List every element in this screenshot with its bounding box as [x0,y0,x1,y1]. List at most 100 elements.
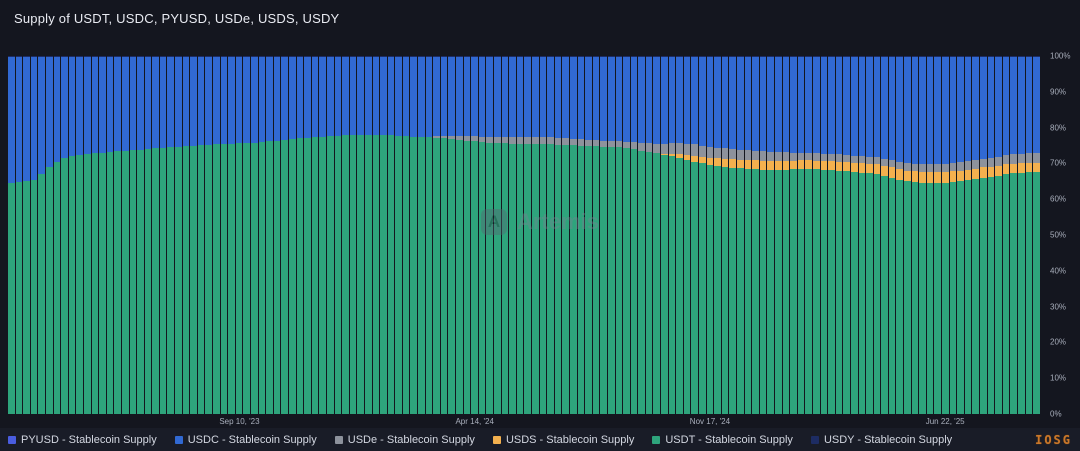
stacked-bar[interactable] [349,56,357,414]
stacked-bar[interactable] [334,56,342,414]
stacked-bar[interactable] [501,56,509,414]
stacked-bar[interactable] [812,56,820,414]
stacked-bar[interactable] [888,56,896,414]
stacked-bar[interactable] [319,56,326,414]
stacked-bar[interactable] [387,56,395,414]
stacked-bar[interactable] [554,56,562,414]
stacked-bar[interactable] [744,56,752,414]
stacked-bar[interactable] [456,56,463,414]
stacked-bar[interactable] [251,56,258,414]
legend-item-usdc[interactable]: USDC - Stablecoin Supply [174,434,317,446]
stacked-bar[interactable] [8,56,15,414]
stacked-bar[interactable] [425,56,433,414]
stacked-bar[interactable] [243,56,250,414]
stacked-bar[interactable] [600,56,607,414]
stacked-bar[interactable] [782,56,790,414]
stacked-bar[interactable] [509,56,516,414]
stacked-bar[interactable] [683,56,691,414]
legend-item-usde[interactable]: USDe - Stablecoin Supply [334,434,475,446]
stacked-bar[interactable] [410,56,418,414]
stacked-bar[interactable] [926,56,934,414]
stacked-bar[interactable] [706,56,714,414]
stacked-bar[interactable] [592,56,600,414]
stacked-bar[interactable] [850,56,858,414]
stacked-bar[interactable] [326,56,334,414]
stacked-bar[interactable] [873,56,881,414]
stacked-bar[interactable] [121,56,129,414]
stacked-bar[interactable] [729,56,736,414]
stacked-bar[interactable] [266,56,273,414]
stacked-bar[interactable] [524,56,531,414]
stacked-bar[interactable] [197,56,205,414]
stacked-bar[interactable] [372,56,380,414]
stacked-bar[interactable] [1002,56,1010,414]
stacked-bar[interactable] [471,56,478,414]
stacked-bar[interactable] [106,56,114,414]
stacked-bar[interactable] [23,56,30,414]
stacked-bar[interactable] [615,56,623,414]
stacked-bar[interactable] [531,56,539,414]
stacked-bar[interactable] [175,56,182,414]
stacked-bar[interactable] [182,56,190,414]
stacked-bar[interactable] [843,56,850,414]
stacked-bar[interactable] [364,56,372,414]
stacked-bar[interactable] [235,56,243,414]
stacked-bar[interactable] [15,56,23,414]
stacked-bar[interactable] [91,56,99,414]
stacked-bar[interactable] [942,56,949,414]
stacked-bar[interactable] [205,56,213,414]
stacked-bar[interactable] [281,56,288,414]
stacked-bar[interactable] [129,56,137,414]
stacked-bar[interactable] [380,56,387,414]
stacked-bar[interactable] [418,56,425,414]
stacked-bar[interactable] [957,56,964,414]
stacked-bar[interactable] [661,56,668,414]
stacked-bar[interactable] [311,56,319,414]
stacked-bar[interactable] [304,56,311,414]
stacked-bar[interactable] [904,56,911,414]
stacked-bar[interactable] [144,56,152,414]
stacked-bar[interactable] [562,56,569,414]
stacked-bar[interactable] [114,56,121,414]
stacked-bar[interactable] [463,56,471,414]
stacked-bar[interactable] [752,56,759,414]
stacked-bar[interactable] [714,56,721,414]
stacked-bar[interactable] [99,56,106,414]
stacked-bar[interactable] [699,56,706,414]
stacked-bar[interactable] [964,56,972,414]
stacked-bar[interactable] [721,56,729,414]
stacked-bar[interactable] [980,56,987,414]
stacked-bar[interactable] [676,56,683,414]
stacked-bar[interactable] [623,56,630,414]
stacked-bar[interactable] [987,56,995,414]
stacked-bar[interactable] [577,56,585,414]
stacked-bar[interactable] [547,56,554,414]
stacked-bar[interactable] [1017,56,1025,414]
stacked-bar[interactable] [516,56,524,414]
stacked-bar[interactable] [273,56,281,414]
stacked-bar[interactable] [152,56,159,414]
stacked-bar[interactable] [30,56,38,414]
stacked-bar[interactable] [167,56,175,414]
stacked-bar[interactable] [288,56,296,414]
stacked-bar[interactable] [805,56,812,414]
stacked-bar[interactable] [691,56,699,414]
stacked-bar[interactable] [790,56,797,414]
stacked-bar[interactable] [1033,56,1040,414]
stacked-bar[interactable] [478,56,486,414]
stacked-bar[interactable] [919,56,926,414]
stacked-bar[interactable] [638,56,645,414]
stacked-bar[interactable] [395,56,402,414]
stacked-bar[interactable] [653,56,661,414]
stacked-bar[interactable] [569,56,577,414]
stacked-bar[interactable] [828,56,835,414]
stacked-bar[interactable] [835,56,843,414]
legend-item-usds[interactable]: USDS - Stablecoin Supply [492,434,634,446]
stacked-bar[interactable] [585,56,592,414]
stacked-bar[interactable] [76,56,83,414]
stacked-bar[interactable] [774,56,782,414]
stacked-bar[interactable] [949,56,957,414]
stacked-bar[interactable] [342,56,349,414]
stacked-bar[interactable] [881,56,888,414]
stacked-bar[interactable] [896,56,904,414]
